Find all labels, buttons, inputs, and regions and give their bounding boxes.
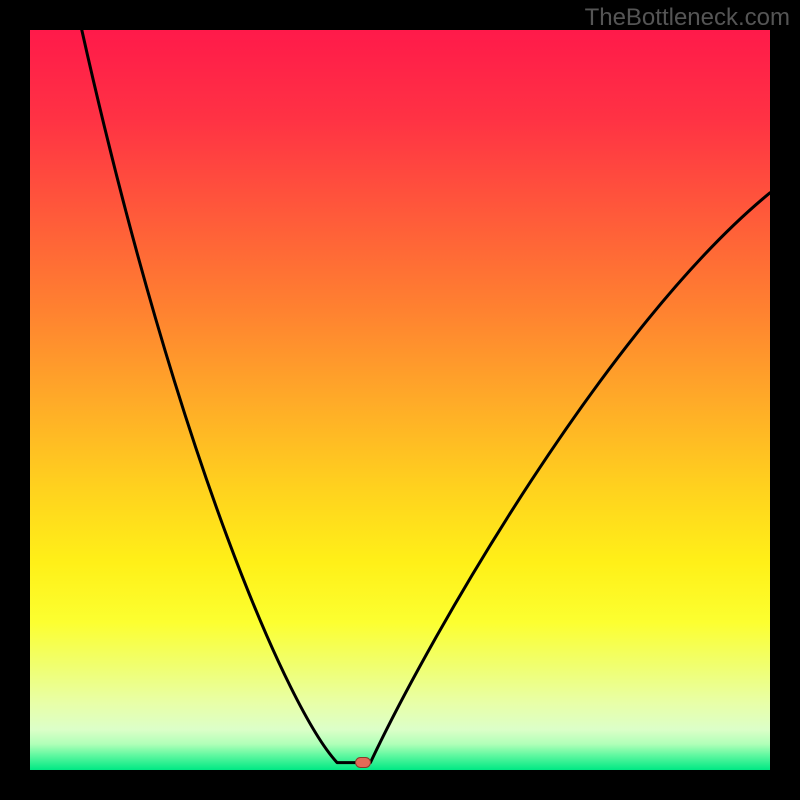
optimum-marker (355, 757, 371, 768)
figure-root: TheBottleneck.com (0, 0, 800, 800)
bottleneck-curve-path (82, 30, 770, 763)
watermark-text: TheBottleneck.com (585, 4, 790, 32)
plot-area (30, 30, 770, 770)
bottleneck-curve (30, 30, 770, 770)
